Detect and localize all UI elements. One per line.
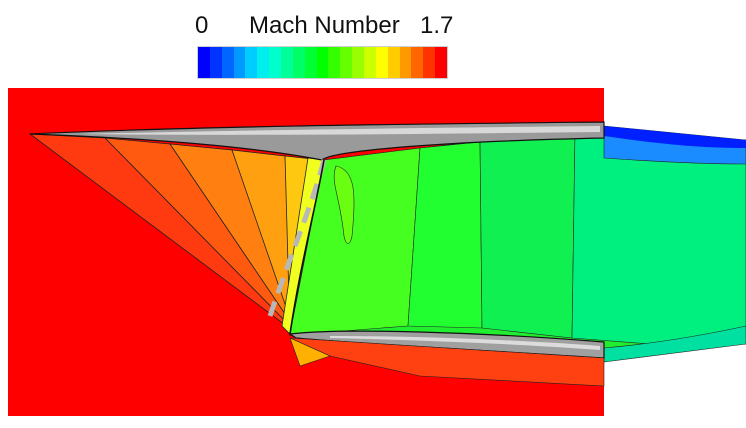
- colorbar-swatch: [411, 47, 424, 78]
- colorbar-swatch: [423, 47, 436, 78]
- colorbar-swatch: [387, 47, 400, 78]
- colorbar-swatch: [245, 47, 258, 78]
- duct-zone-a: [289, 147, 421, 335]
- colorbar-swatch: [304, 47, 317, 78]
- legend-labels: 0 Mach Number 1.7: [0, 10, 746, 42]
- lower-cowl-highlight: [330, 336, 600, 350]
- colorbar-swatch: [281, 47, 293, 78]
- upper-cowl-highlight: [80, 126, 600, 135]
- shock-position-marker: [267, 159, 327, 317]
- colorbar-swatch: [352, 47, 365, 78]
- legend-min-label: 0: [195, 12, 209, 39]
- normal-shock: [289, 159, 325, 335]
- colorbar-swatch: [209, 47, 222, 78]
- exit-boundary-layer-core: [604, 126, 746, 148]
- legend-max-label: 1.7: [420, 12, 454, 39]
- colorbar-swatch: [233, 47, 246, 78]
- colorbar-swatch: [198, 47, 210, 78]
- colorbar-swatch: [316, 47, 329, 78]
- colorbar-swatch: [292, 47, 305, 78]
- colorbar-swatch: [257, 47, 270, 78]
- colorbar-swatch: [435, 47, 448, 78]
- colorbar-swatch: [269, 47, 282, 78]
- mach-number-legend: 0 Mach Number 1.7: [0, 0, 746, 86]
- lower-reflection-zone-2: [289, 337, 331, 367]
- legend-title: Mach Number: [249, 12, 400, 39]
- colorbar-swatch: [399, 47, 412, 78]
- colorbar-swatch: [221, 47, 234, 78]
- colorbar-swatch: [340, 47, 353, 78]
- duct-zone-b: [407, 141, 483, 329]
- mach-colorbar: [197, 46, 448, 79]
- duct-zone-c: [479, 131, 576, 339]
- colorbar-swatch: [364, 47, 376, 78]
- inlet-flow-field: [8, 88, 746, 416]
- colorbar-swatch: [328, 47, 341, 78]
- colorbar-swatch: [375, 47, 388, 78]
- separation-bubble: [333, 165, 355, 244]
